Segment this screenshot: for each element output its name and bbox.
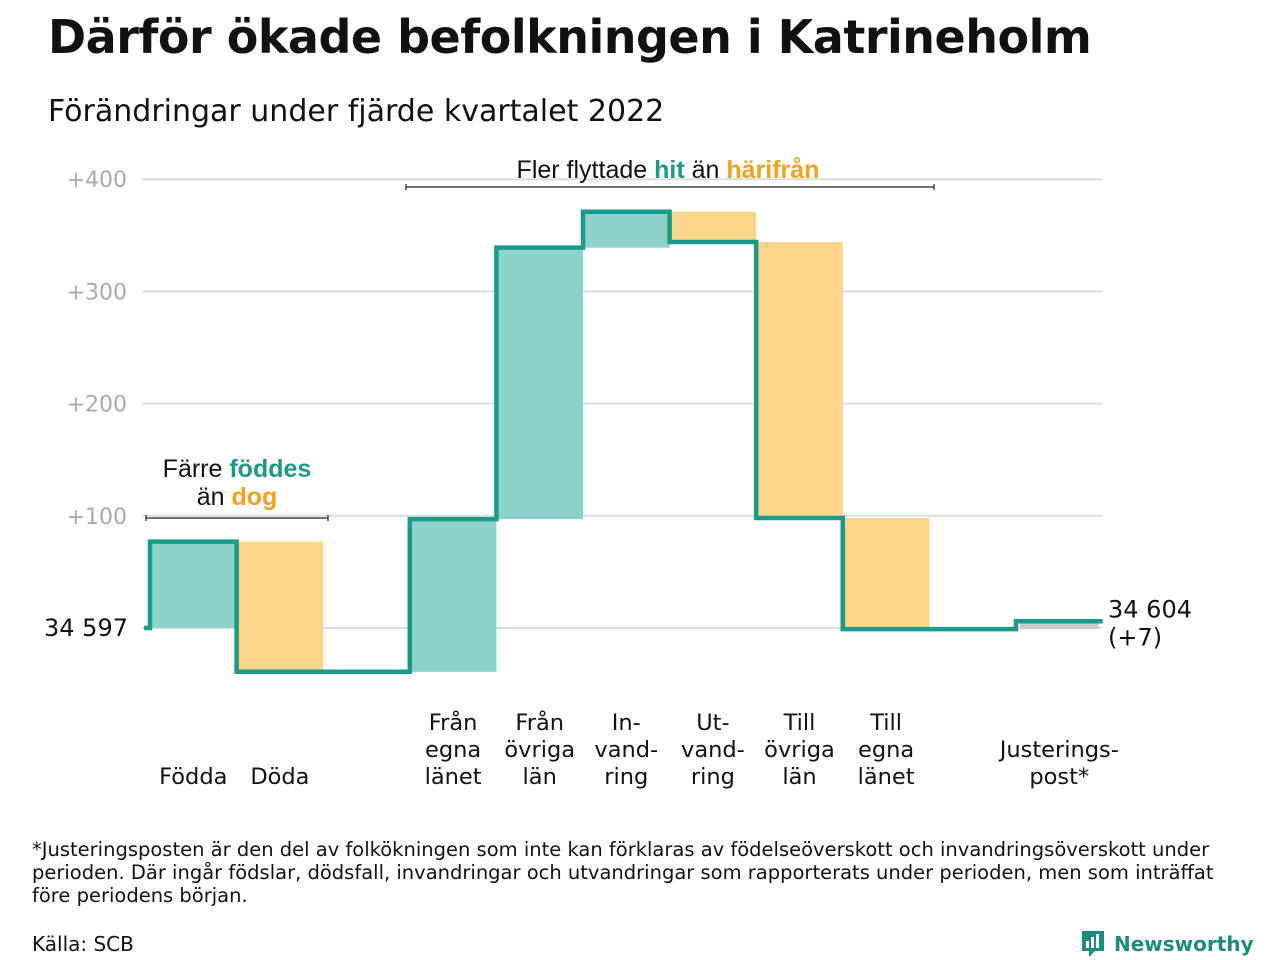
adjustment-bar: [1020, 621, 1099, 630]
y-tick-label: +300: [67, 280, 127, 305]
cumulative-line: [144, 209, 1103, 675]
category-label: övriga: [504, 737, 575, 763]
births-annotation-line2: än dog: [197, 483, 278, 511]
category-label: Till: [783, 710, 816, 736]
category-label: Ut-: [696, 710, 729, 736]
category-label: egna: [425, 737, 481, 763]
category-label: län: [782, 764, 816, 790]
outflow-bar: [756, 242, 843, 519]
y-tick-label: +100: [67, 505, 127, 530]
inflow-bar: [583, 211, 670, 248]
category-label: länet: [425, 764, 482, 790]
chart-title: Därför ökade befolkningen i Katrineholm: [48, 10, 1092, 64]
inflow-bar: [496, 247, 583, 520]
category-label: In-: [612, 710, 641, 736]
category-label: Döda: [250, 764, 309, 790]
outflow-bar: [842, 518, 930, 630]
start-value-label: 34 597: [44, 614, 128, 642]
category-label: vand-: [681, 737, 745, 763]
inflow-bar: [150, 541, 237, 628]
inflow-bar: [409, 519, 497, 672]
chart-subtitle: Förändringar under fjärde kvartalet 2022: [48, 94, 665, 129]
brand-name: Newsworthy: [1114, 932, 1254, 956]
end-value-label: 34 604: [1108, 595, 1192, 623]
outflow-bar: [669, 211, 757, 243]
y-tick-label: +200: [67, 393, 127, 418]
category-label: ring: [604, 764, 648, 790]
end-change-label: (+7): [1108, 623, 1162, 651]
category-label: Justerings-: [998, 737, 1119, 763]
moves-annotation: Fler flyttade hit än härifrån: [517, 156, 820, 184]
y-tick-label: +400: [67, 168, 127, 193]
source-label: Källa: SCB: [32, 932, 134, 956]
outflow-bar: [236, 541, 324, 672]
category-label: egna: [858, 737, 914, 763]
category-label: övriga: [764, 737, 835, 763]
category-label: Från: [429, 708, 478, 736]
footnote: *Justeringsposten är den del av folkökni…: [32, 838, 1214, 907]
category-label: vand-: [594, 737, 658, 763]
births-annotation-line1: Färre föddes: [163, 455, 312, 483]
category-label: Till: [869, 710, 902, 736]
newsworthy-icon: [1082, 931, 1104, 957]
category-label: Från: [515, 708, 564, 736]
category-label: Födda: [159, 764, 227, 790]
category-label: län: [523, 764, 557, 790]
category-label: post*: [1029, 764, 1089, 790]
category-label: ring: [691, 764, 735, 790]
brand-logo: Newsworthy: [1080, 928, 1254, 960]
category-label: länet: [858, 764, 915, 790]
